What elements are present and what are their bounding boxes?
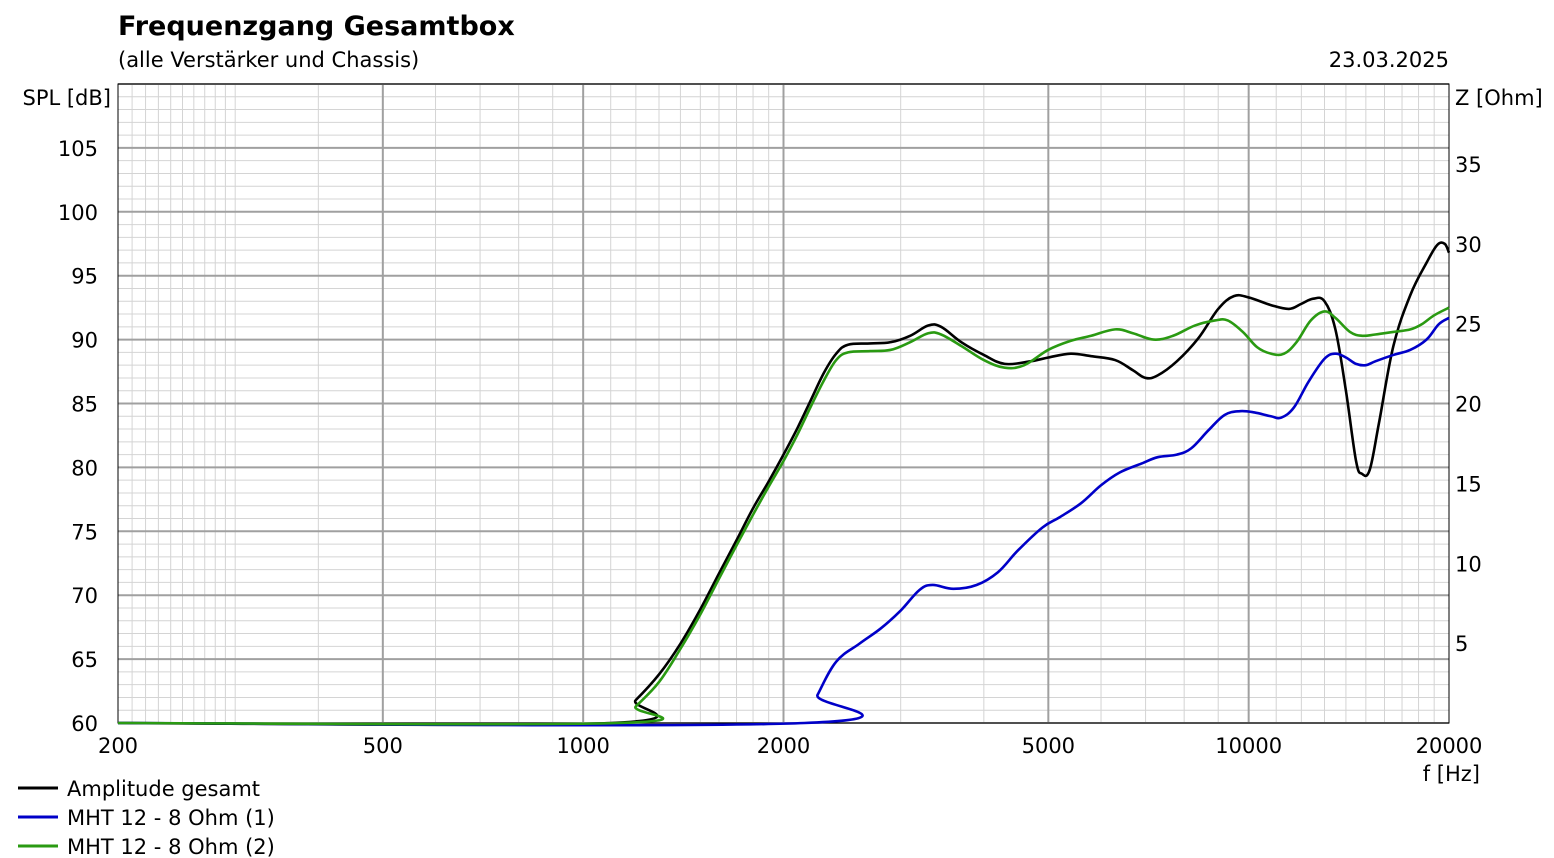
legend: Amplitude gesamt MHT 12 - 8 Ohm (1) MHT … [18,777,275,858]
legend-label-mht12-2: MHT 12 - 8 Ohm (2) [67,835,275,858]
x-tick-label: 500 [363,734,403,758]
y2-tick-label: 35 [1455,153,1482,177]
x-tick-label: 10000 [1215,734,1282,758]
y-tick-label: 60 [71,712,98,736]
x-tick-label: 5000 [1022,734,1075,758]
y-tick-label: 100 [58,201,98,225]
y2-tick-label: 20 [1455,393,1482,417]
x-tick-label: 2000 [757,734,810,758]
y2-tick-label: 25 [1455,313,1482,337]
y-tick-label: 105 [58,137,98,161]
x-axis-label: f [Hz] [1423,762,1480,786]
series-line-amplitude-gesamt [117,241,1451,727]
y-tick-label: 95 [71,265,98,289]
y-tick-labels: 60 65 70 75 80 85 90 95 100 105 [58,137,98,736]
series-line-mht-12-8-ohm-2 [117,306,1450,726]
chart-date: 23.03.2025 [1329,48,1449,72]
y-tick-label: 90 [71,329,98,353]
y-tick-label: 85 [71,393,98,417]
y2-tick-label: 5 [1455,632,1468,656]
y-tick-label: 80 [71,456,98,480]
x-tick-label: 20000 [1416,734,1483,758]
x-tick-labels: 200 500 1000 2000 5000 10000 20000 [98,734,1482,758]
legend-label-mht12-1: MHT 12 - 8 Ohm (1) [67,806,275,830]
y2-tick-label: 10 [1455,552,1482,576]
y2-tick-label: 15 [1455,472,1482,496]
y2-tick-labels: 5 10 15 20 25 30 35 [1455,153,1482,656]
chart-title: Frequenzgang Gesamtbox [118,11,515,42]
x-tick-label: 1000 [556,734,609,758]
y2-tick-label: 30 [1455,233,1482,257]
series-line-mht-12-8-ohm-1 [117,316,1450,727]
major-grid [118,83,1449,724]
series-layer [117,241,1451,727]
y2-axis-label: Z [Ohm] [1455,86,1543,110]
y-tick-label: 70 [71,584,98,608]
x-tick-label: 200 [98,734,138,758]
legend-label-amplitude-gesamt: Amplitude gesamt [67,777,260,801]
y-tick-label: 75 [71,520,98,544]
y-axis-label: SPL [dB] [23,86,112,110]
y-tick-label: 65 [71,648,98,672]
chart-subtitle: (alle Verstärker und Chassis) [118,48,419,72]
